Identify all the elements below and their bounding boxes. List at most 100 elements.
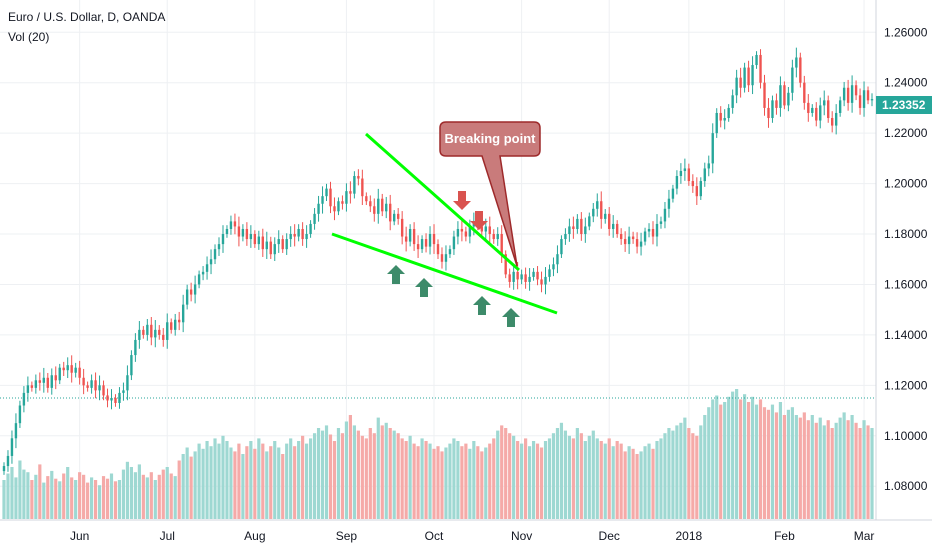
volume-bar	[93, 480, 98, 519]
candle-body	[404, 236, 408, 242]
candle-body	[492, 234, 495, 240]
candle	[393, 210, 396, 226]
candle	[273, 237, 276, 262]
candle	[592, 202, 595, 223]
candle	[635, 232, 639, 254]
volume-bar	[289, 438, 293, 519]
candle-body	[265, 241, 268, 250]
candle-body	[325, 188, 328, 197]
candle	[468, 219, 472, 244]
candle-body	[552, 264, 555, 270]
candle	[866, 86, 870, 105]
volume-bar	[320, 430, 325, 519]
y-tick-label: 1.26000	[884, 25, 928, 39]
candle-body	[289, 234, 292, 240]
candle-body	[38, 380, 42, 383]
candle	[834, 104, 838, 135]
candle-body	[854, 85, 858, 96]
candle-body	[6, 455, 10, 467]
volume-bar	[356, 430, 360, 519]
candle-body	[639, 241, 643, 247]
volume-bar	[185, 447, 189, 519]
volume-bar	[253, 448, 257, 519]
x-tick-label: 2018	[675, 529, 702, 543]
candle	[862, 81, 866, 117]
candle	[779, 76, 782, 117]
candle-body	[170, 322, 173, 330]
candle-body	[217, 244, 221, 250]
volume-bar	[30, 480, 34, 519]
candle-body	[516, 271, 519, 280]
candle	[516, 262, 519, 290]
volume-bar	[89, 477, 94, 519]
volume-bar	[34, 474, 38, 519]
candle-body	[623, 239, 627, 245]
candle-body	[719, 112, 722, 121]
volume-bar	[595, 438, 599, 519]
volume-bar	[850, 415, 854, 519]
candle-body	[197, 274, 201, 285]
volume-bar	[699, 425, 703, 519]
volume-bar	[615, 441, 619, 519]
candle	[520, 269, 523, 285]
candle-body	[608, 213, 611, 229]
volume-bar	[181, 454, 185, 519]
candle	[600, 191, 603, 229]
candle	[281, 235, 284, 253]
x-tick-label: Dec	[599, 529, 620, 543]
volume-bar	[241, 454, 245, 519]
candle	[842, 81, 846, 107]
candle	[771, 95, 774, 123]
volume-bar	[137, 464, 141, 519]
candle	[827, 95, 830, 123]
volume-bar	[444, 447, 448, 519]
volume-bar	[866, 425, 870, 519]
candle	[540, 271, 543, 293]
candle	[854, 80, 858, 101]
volume-bar	[70, 477, 74, 519]
candle-body	[341, 201, 344, 204]
volume-bar	[810, 415, 814, 519]
candle	[265, 231, 268, 259]
candle	[608, 207, 611, 236]
candle	[767, 98, 770, 128]
volume-bar	[639, 451, 643, 519]
candle-body	[189, 289, 193, 295]
candle	[78, 360, 81, 385]
candle	[6, 450, 10, 472]
candle	[74, 362, 77, 378]
candle	[22, 386, 26, 413]
volume-bar	[26, 472, 30, 519]
volume-bar	[758, 399, 763, 519]
volume-bar	[695, 435, 699, 519]
candle-body	[870, 99, 874, 101]
volume-bar	[504, 428, 508, 519]
candle-body	[225, 228, 229, 235]
candle	[715, 108, 718, 138]
candle	[404, 226, 408, 252]
candle	[269, 236, 272, 259]
volume-bar	[707, 407, 711, 519]
volume-bar	[524, 438, 528, 519]
candle-body	[823, 100, 826, 106]
candle	[604, 209, 607, 224]
candle	[456, 221, 460, 245]
volume-bar	[193, 451, 197, 519]
candle	[612, 215, 615, 238]
y-tick-label: 1.20000	[884, 177, 928, 191]
candle	[536, 266, 539, 286]
candle-body	[377, 198, 380, 214]
candle-body	[177, 319, 181, 323]
volume-bar	[368, 428, 372, 519]
candle-body	[496, 234, 499, 240]
candle	[707, 155, 710, 177]
x-tick-label: Feb	[774, 529, 795, 543]
volume-bar	[675, 425, 679, 519]
candle-body	[452, 236, 456, 250]
volume-bar	[822, 425, 826, 519]
candle-body	[464, 231, 468, 237]
candle	[58, 363, 61, 385]
volume-bar	[125, 461, 130, 519]
candle-body	[114, 397, 117, 403]
candle	[86, 381, 89, 392]
